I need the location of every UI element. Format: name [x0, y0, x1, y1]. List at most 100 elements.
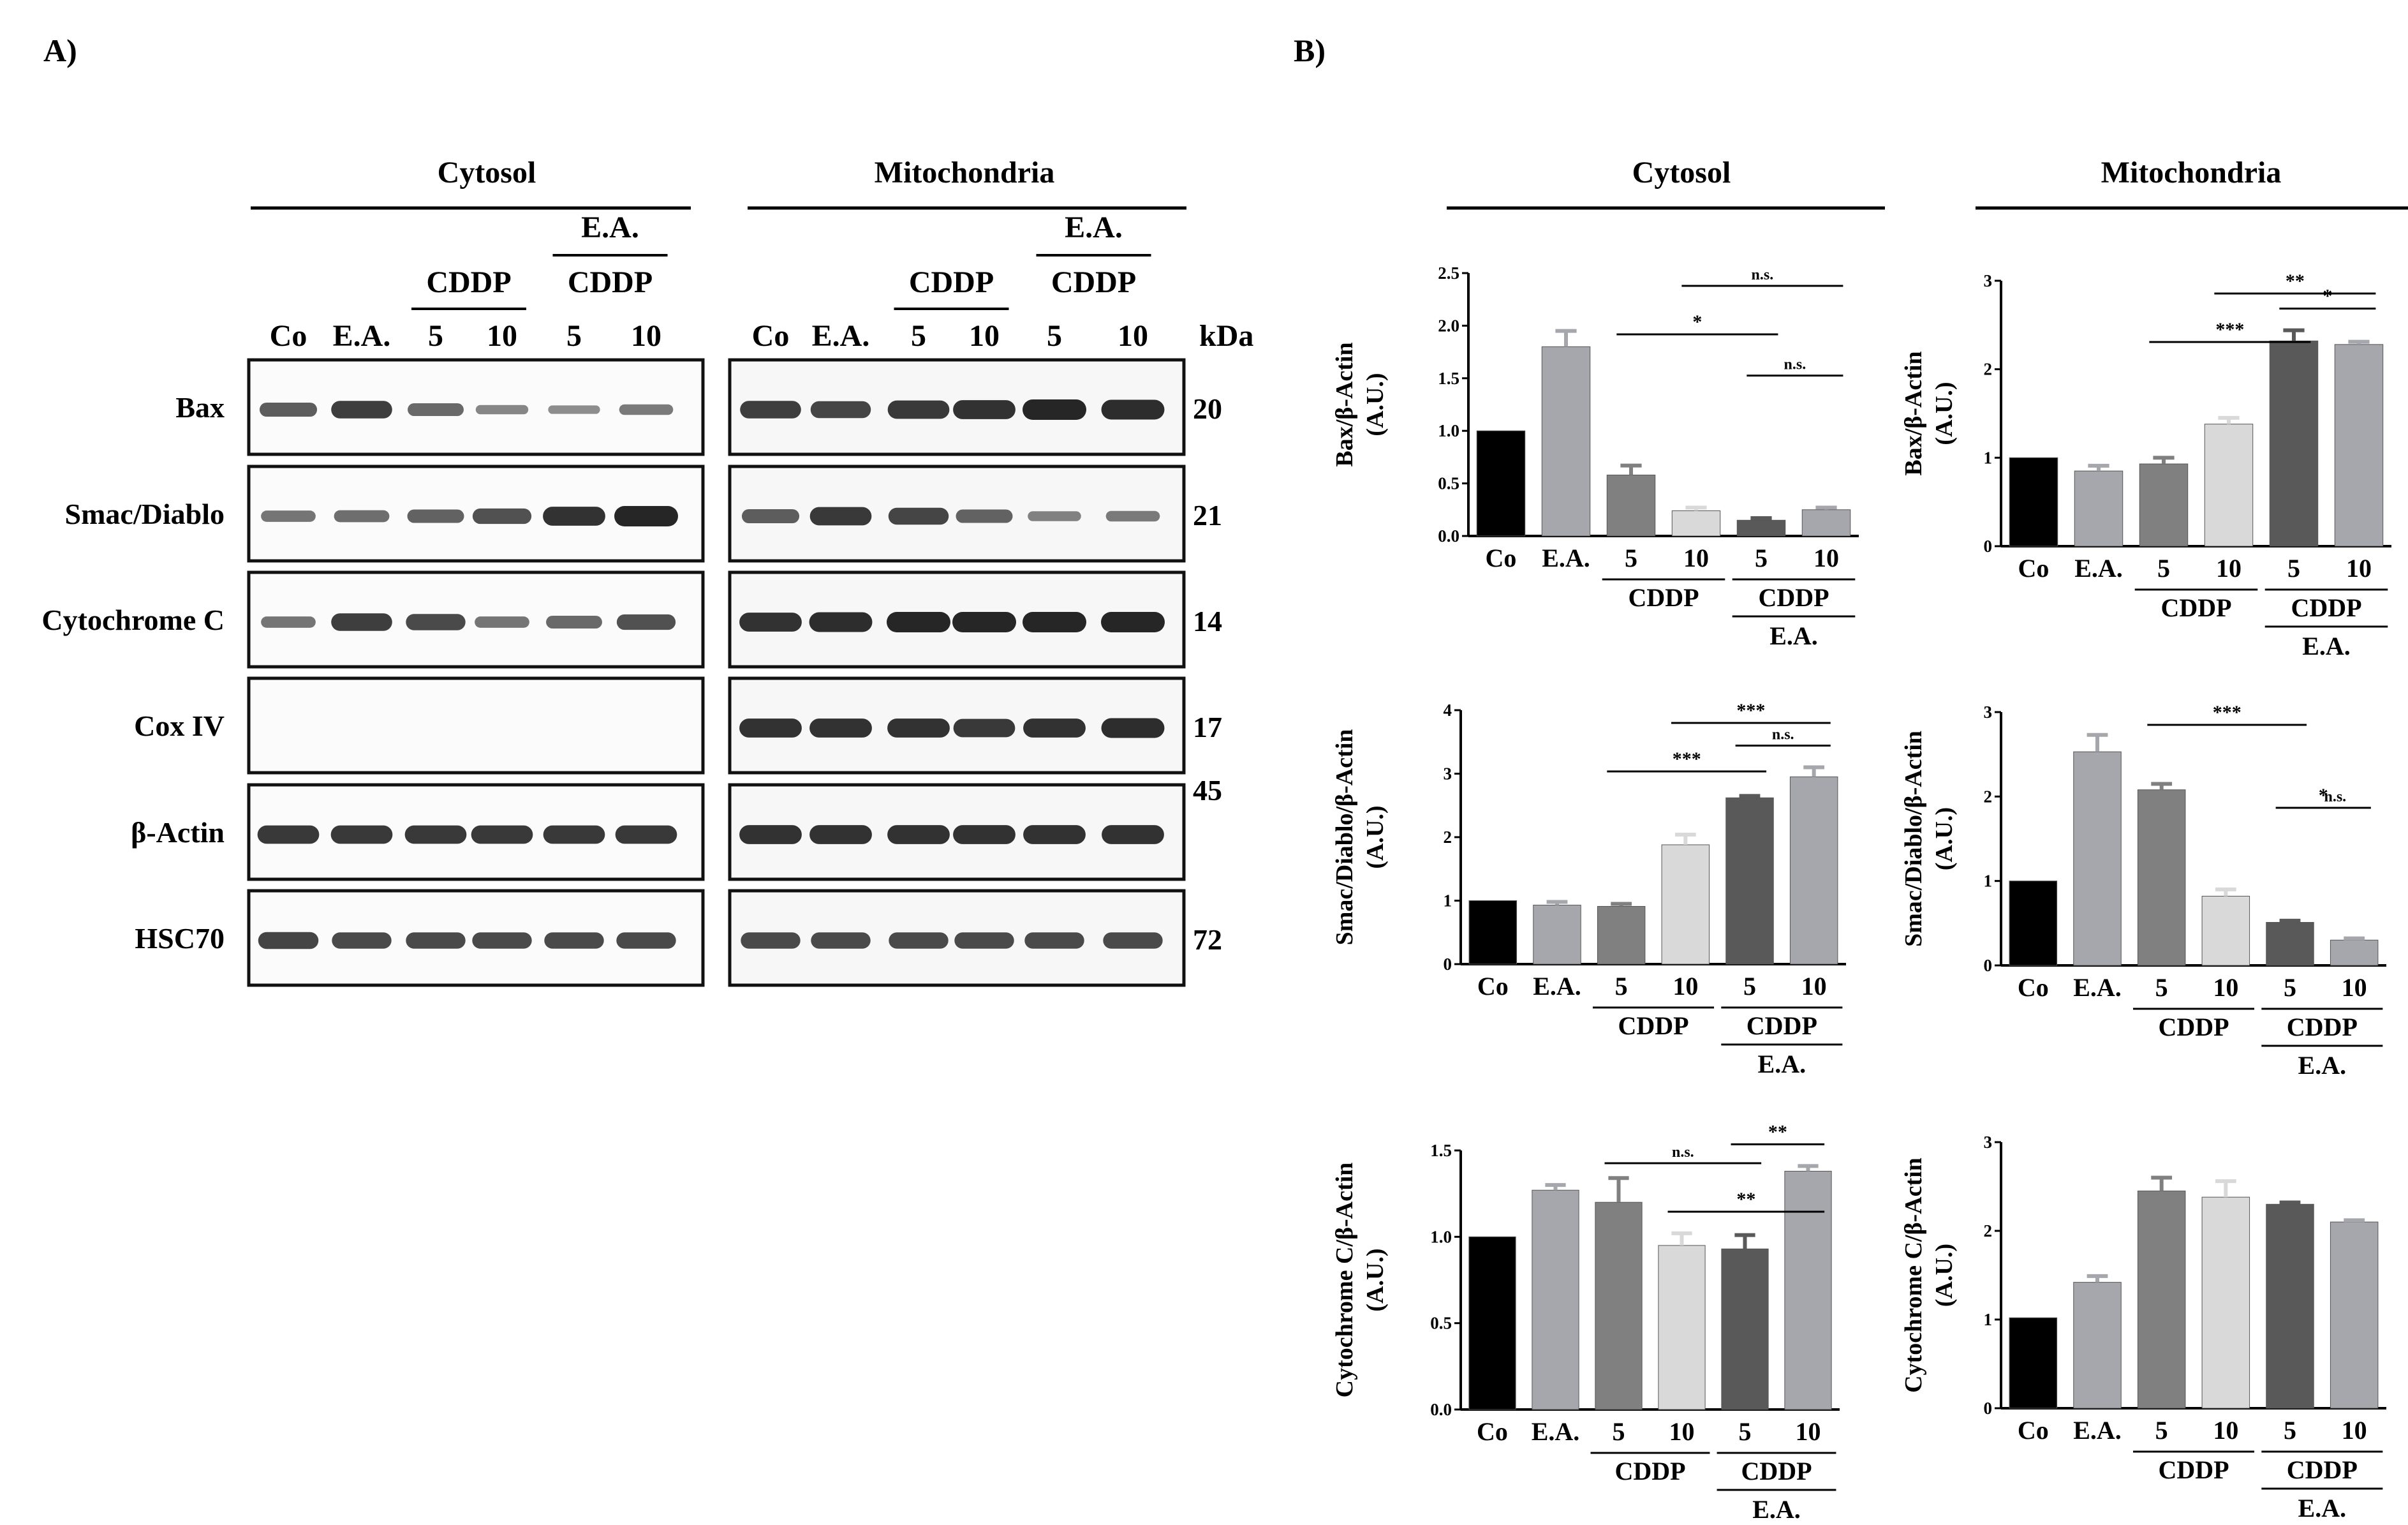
y-tick-label: 3 — [1984, 271, 1993, 290]
western-blot: Bax 20 Smac/Diablo 21 Cytochrome C 14 Cox IV 17… — [41, 358, 1222, 987]
x-tick-label: E.A. — [1533, 972, 1581, 1001]
blot-band — [1028, 511, 1081, 521]
bar — [1801, 509, 1851, 537]
x-tick-label: 10 — [2213, 973, 2238, 1002]
significance-label: n.s. — [1752, 267, 1774, 283]
chart-cytosol-header: Cytosol — [1632, 156, 1731, 190]
x-tick-label: 10 — [1669, 1417, 1695, 1446]
blot-band — [406, 932, 466, 949]
x-tick-label: 10 — [2213, 1416, 2238, 1445]
significance-label: ** — [1768, 1121, 1787, 1142]
y-tick-label: 1 — [1984, 448, 1993, 467]
blot-band — [257, 825, 320, 844]
blot-band — [619, 404, 674, 415]
group-label: CDDP — [2158, 1013, 2229, 1041]
y-axis-label: Cytochrome C/β-Actin — [1331, 1163, 1358, 1398]
bar — [2204, 424, 2254, 547]
bar — [2009, 1317, 2058, 1409]
y-tick-label: 0.0 — [1438, 526, 1459, 546]
blot-lane-label-cyto: 5 — [566, 319, 582, 353]
significance-label: ** — [2286, 271, 2305, 292]
significance-label: ** — [1736, 1189, 1755, 1210]
blot-band — [739, 613, 802, 632]
bar — [1606, 474, 1656, 537]
bar — [2074, 470, 2124, 547]
blot-lane-label-cyto: 10 — [631, 319, 661, 353]
chart-mito-header: Mitochondria — [2101, 156, 2282, 190]
blot-band — [1024, 932, 1084, 949]
group-label: CDDP — [1614, 1457, 1685, 1485]
y-tick-label: 0 — [1984, 537, 1993, 556]
y-axis-label: Cytochrome C/β-Actin — [1900, 1157, 1927, 1393]
blot-band — [811, 932, 871, 949]
bar — [2201, 1196, 2250, 1409]
group-label: CDDP — [2287, 1455, 2358, 1484]
y-axis-unit: (A.U.) — [1931, 1244, 1958, 1307]
bar — [1597, 905, 1646, 965]
y-tick-label: 3 — [1444, 764, 1452, 784]
x-tick-label: 5 — [1739, 1417, 1752, 1446]
blot-band — [475, 616, 529, 628]
blot-band — [809, 825, 872, 844]
panel-a-label: A) — [43, 33, 77, 68]
kda-value: 14 — [1193, 605, 1222, 637]
bar — [1661, 844, 1710, 965]
x-tick-label: E.A. — [1532, 1417, 1580, 1446]
blot-band — [887, 718, 950, 738]
group-label: CDDP — [2287, 1013, 2358, 1041]
y-axis-unit: (A.U.) — [1362, 805, 1389, 868]
blot-header: Cytosol Mitochondria E.A. CDDP CDDP Co E.A. 5… — [251, 156, 1253, 353]
x-tick-label: Co — [2018, 1416, 2049, 1445]
blot-band — [956, 509, 1013, 523]
y-tick-label: 3 — [1984, 703, 1993, 722]
bar — [2330, 1221, 2379, 1409]
x-tick-label: 10 — [1801, 972, 1827, 1001]
bar — [1541, 346, 1591, 537]
bar — [1721, 1248, 1769, 1410]
blot-band — [1101, 399, 1165, 420]
blot-band — [548, 405, 600, 414]
blot-band — [888, 507, 949, 525]
blot-band — [616, 932, 676, 949]
significance-label: * — [2323, 286, 2332, 307]
group-label: CDDP — [1741, 1457, 1812, 1485]
blot-band — [740, 401, 801, 419]
blot-band — [741, 932, 801, 949]
bar-chart-4: 0 1 2 3 Co E.A. 5 10 5 10 CDDP CDDP E.A. Smac/Diablo/… — [1900, 702, 2386, 1080]
significance-label: n.s. — [2324, 789, 2346, 805]
y-axis-label: Smac/Diablo/β-Actin — [1331, 729, 1358, 946]
blot-lane-label-cyto: 10 — [487, 319, 517, 353]
x-tick-label: 10 — [2216, 554, 2242, 583]
x-tick-label: Co — [2018, 554, 2050, 583]
blot-band — [739, 718, 802, 738]
bar-chart-1: 0.0 0.5 1.0 1.5 2.0 2.5 Co E.A. 5 10 5 10 CDDP CDDP E.… — [1331, 264, 1859, 650]
blot-band — [954, 932, 1014, 949]
bar — [2266, 1203, 2314, 1409]
group-label: E.A. — [1769, 621, 1818, 650]
significance-label: * — [2319, 785, 2328, 806]
bar — [2137, 789, 2186, 966]
bar — [2073, 751, 2122, 966]
blot-band — [472, 932, 532, 949]
bar — [1533, 904, 1581, 965]
protein-label: HSC70 — [135, 922, 225, 955]
kda-value: 72 — [1193, 923, 1222, 956]
group-label: CDDP — [2291, 593, 2361, 622]
blot-band — [334, 510, 390, 523]
blot-band — [887, 825, 950, 844]
blot-band — [406, 614, 466, 630]
bar-chart-2: 0 1 2 3 Co E.A. 5 10 5 10 CDDP CDDP E.A. Bax/β-Actin(… — [1900, 271, 2391, 660]
blot-lane-label-cyto: Co — [270, 319, 307, 353]
y-axis-unit: (A.U.) — [1931, 807, 1958, 870]
blot-band — [809, 612, 873, 632]
x-tick-label: 5 — [1755, 544, 1768, 572]
y-tick-label: 0.0 — [1430, 1400, 1452, 1419]
bar — [2330, 939, 2379, 966]
y-axis-unit: (A.U.) — [1362, 1248, 1389, 1311]
x-tick-label: 10 — [1813, 544, 1839, 572]
blot-lane-label-cyto: E.A. — [333, 319, 391, 353]
bar — [2334, 344, 2384, 547]
group-label: CDDP — [1747, 1011, 1817, 1040]
bar — [1725, 797, 1774, 965]
